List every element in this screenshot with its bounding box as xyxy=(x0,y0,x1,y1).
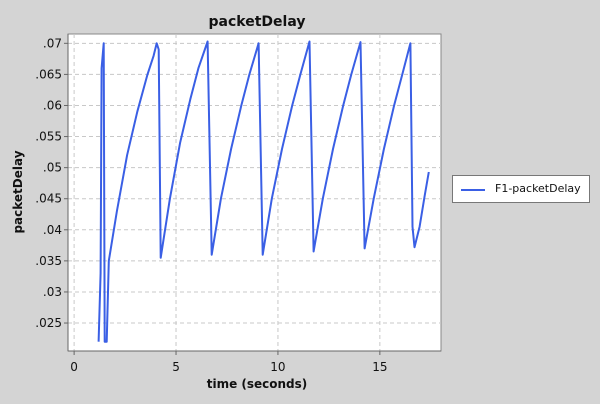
legend: F1-packetDelay xyxy=(452,175,590,203)
y-tick-label: .05 xyxy=(43,161,62,175)
y-tick-label: .03 xyxy=(43,285,62,299)
y-tick-label: .06 xyxy=(43,98,62,112)
series-line xyxy=(97,40,430,343)
legend-label: F1-packetDelay xyxy=(495,182,581,195)
y-tick-label: .035 xyxy=(35,254,62,268)
x-axis: 0 5 10 15 xyxy=(68,350,441,374)
y-axis: .025 .03 .035 .04 .045 .05 .055 .06 .065 .07 xyxy=(35,34,69,351)
chart-title: packetDelay xyxy=(209,14,306,30)
plot-area xyxy=(67,33,442,352)
x-axis-label: time (seconds) xyxy=(207,377,308,391)
y-tick-label: .025 xyxy=(35,316,62,330)
x-tick-label: 0 xyxy=(70,360,78,374)
grid-lines xyxy=(68,34,441,351)
series-layer xyxy=(97,40,430,343)
x-tick-label: 15 xyxy=(372,360,387,374)
y-tick-label: .04 xyxy=(43,223,62,237)
legend-swatch xyxy=(461,189,485,191)
x-tick-label: 10 xyxy=(270,360,285,374)
y-tick-label: .055 xyxy=(35,130,62,144)
x-tick-label: 5 xyxy=(172,360,180,374)
y-tick-label: .07 xyxy=(43,36,62,50)
y-tick-label: .065 xyxy=(35,67,62,81)
y-tick-label: .045 xyxy=(35,192,62,206)
y-axis-label: packetDelay xyxy=(11,150,25,233)
